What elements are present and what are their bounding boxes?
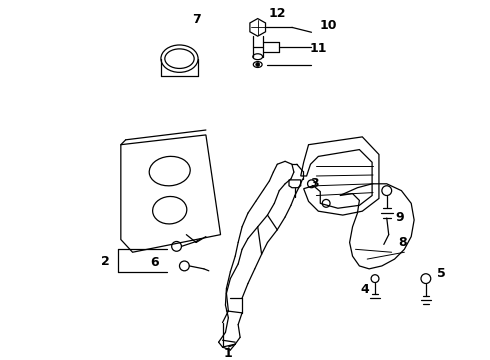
Text: 10: 10 <box>319 19 337 32</box>
Text: 1: 1 <box>224 347 233 360</box>
Text: 11: 11 <box>310 42 327 55</box>
Text: 9: 9 <box>395 211 404 224</box>
Ellipse shape <box>253 54 263 60</box>
Text: 7: 7 <box>192 13 200 26</box>
Text: 6: 6 <box>151 256 159 269</box>
Text: 8: 8 <box>398 236 407 249</box>
Text: 3: 3 <box>310 177 318 190</box>
Text: 4: 4 <box>361 283 369 296</box>
Text: 2: 2 <box>101 255 110 267</box>
Text: 12: 12 <box>269 7 286 20</box>
Circle shape <box>256 63 260 67</box>
Text: 5: 5 <box>437 267 446 280</box>
